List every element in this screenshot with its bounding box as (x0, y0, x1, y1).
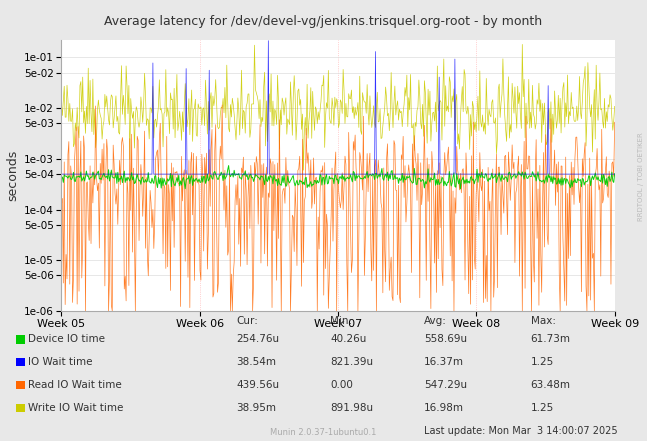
Text: 63.48m: 63.48m (531, 380, 571, 390)
Text: 254.76u: 254.76u (236, 334, 280, 344)
Text: 0.00: 0.00 (330, 380, 353, 390)
Text: 16.37m: 16.37m (424, 357, 464, 367)
Text: 891.98u: 891.98u (330, 403, 373, 413)
Text: RRDTOOL / TOBI OETIKER: RRDTOOL / TOBI OETIKER (638, 132, 644, 221)
Text: 38.54m: 38.54m (236, 357, 276, 367)
Text: 61.73m: 61.73m (531, 334, 571, 344)
Text: Cur:: Cur: (236, 316, 258, 326)
Text: Avg:: Avg: (424, 316, 446, 326)
Text: 439.56u: 439.56u (236, 380, 280, 390)
Text: 40.26u: 40.26u (330, 334, 366, 344)
Text: Last update: Mon Mar  3 14:00:07 2025: Last update: Mon Mar 3 14:00:07 2025 (424, 426, 617, 436)
Text: 38.95m: 38.95m (236, 403, 276, 413)
Text: Munin 2.0.37-1ubuntu0.1: Munin 2.0.37-1ubuntu0.1 (270, 428, 377, 437)
Text: Device IO time: Device IO time (28, 334, 105, 344)
Text: Average latency for /dev/devel-vg/jenkins.trisquel.org-root - by month: Average latency for /dev/devel-vg/jenkin… (104, 15, 543, 28)
Text: 1.25: 1.25 (531, 403, 554, 413)
Text: 16.98m: 16.98m (424, 403, 464, 413)
Text: Max:: Max: (531, 316, 556, 326)
Text: Read IO Wait time: Read IO Wait time (28, 380, 122, 390)
Text: Min:: Min: (330, 316, 352, 326)
Text: 821.39u: 821.39u (330, 357, 373, 367)
Text: 558.69u: 558.69u (424, 334, 467, 344)
Text: Write IO Wait time: Write IO Wait time (28, 403, 123, 413)
Text: 1.25: 1.25 (531, 357, 554, 367)
Text: IO Wait time: IO Wait time (28, 357, 93, 367)
Text: 547.29u: 547.29u (424, 380, 467, 390)
Y-axis label: seconds: seconds (6, 149, 20, 201)
